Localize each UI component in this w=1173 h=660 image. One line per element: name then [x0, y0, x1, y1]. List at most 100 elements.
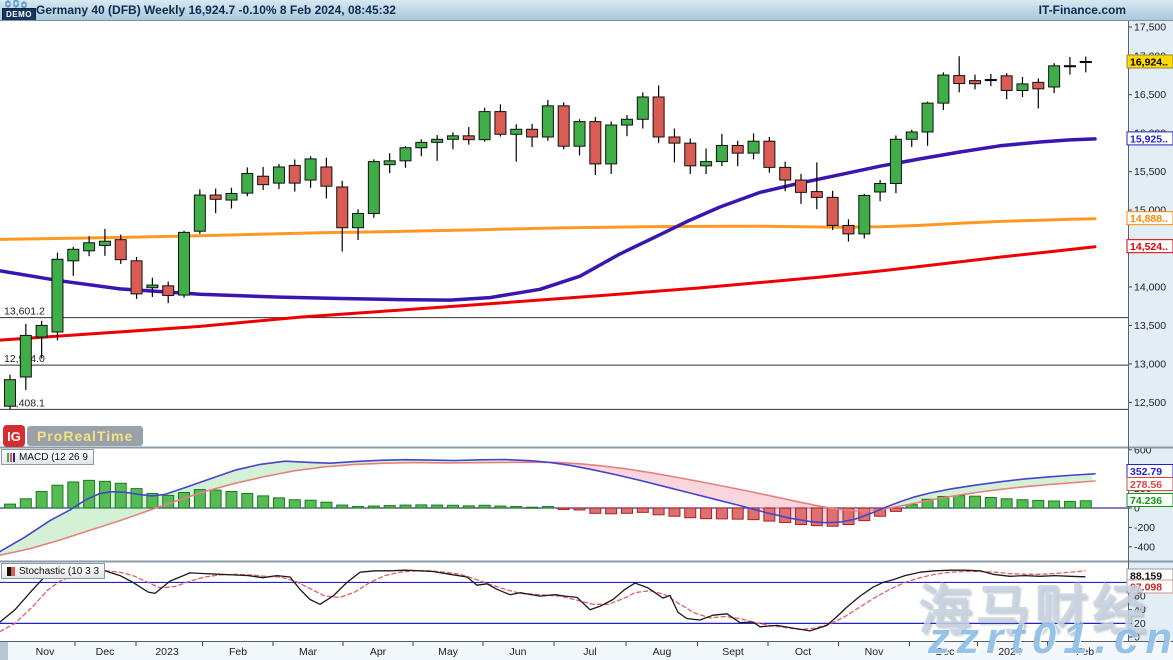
- stoch-tick-label: 0: [1134, 632, 1140, 644]
- macd-panel-button[interactable]: MACD (12 26 9: [1, 449, 94, 465]
- time-axis-strip[interactable]: [0, 641, 1173, 660]
- macd-histogram-bar: [1032, 499, 1045, 509]
- macd-fill: [234, 469, 240, 484]
- macd-histogram-bar: [130, 488, 143, 509]
- time-axis-label: 2024: [998, 646, 1022, 658]
- macd-histogram-bar: [889, 507, 902, 512]
- macd-histogram-bar: [304, 499, 317, 509]
- macd-fill: [696, 480, 702, 496]
- sma100-value-box-bg: [1126, 211, 1173, 226]
- time-axis-label: 2023: [155, 646, 179, 658]
- macd-histogram-bar: [462, 505, 475, 509]
- macd-histogram-bar: [700, 507, 713, 520]
- macd-fill: [1080, 474, 1086, 483]
- candle-body: [19, 334, 32, 378]
- price-tick-label: 17,500: [1134, 22, 1166, 34]
- stoch-tick-label: 40: [1134, 604, 1146, 616]
- macd-fill: [1026, 478, 1032, 487]
- candle-body: [415, 141, 428, 149]
- macd-fill: [282, 461, 288, 474]
- macd-fill: [222, 472, 228, 487]
- stochastic-panel-label: Stochastic (10 3 3: [19, 565, 100, 577]
- candle-body: [684, 142, 697, 167]
- macd-fill: [978, 484, 984, 493]
- macd-histogram-bar: [747, 507, 760, 521]
- macd-fill: [258, 463, 264, 479]
- macd-histogram-bar: [225, 491, 238, 509]
- candle-body: [383, 160, 396, 166]
- macd-histogram-bar: [652, 507, 665, 516]
- macd-fill: [642, 471, 648, 483]
- macd-fill: [288, 461, 294, 472]
- macd-fill: [48, 518, 54, 544]
- macd-fill: [240, 467, 246, 483]
- candle-body: [652, 96, 665, 138]
- sma100-value-box: 14,888..: [1130, 213, 1168, 225]
- macd-fill: [660, 474, 666, 487]
- watermark-url: zzrt01.cn: [928, 614, 1173, 660]
- candle-body: [478, 111, 491, 141]
- candle-body: [874, 183, 887, 193]
- candle-body: [209, 194, 222, 200]
- macd-fill: [42, 521, 48, 546]
- macd-histogram-bar: [4, 503, 16, 509]
- macd-fill: [636, 470, 642, 481]
- macd-histogram-bar: [288, 499, 301, 509]
- stoch-value-box: 97.098: [1130, 582, 1162, 594]
- itfinance-brand: IT-Finance.com: [1038, 3, 1126, 17]
- macd-histogram-bar: [953, 495, 966, 509]
- macd-histogram-bar: [668, 507, 681, 517]
- candle-body: [526, 128, 539, 138]
- candle-body: [557, 105, 570, 147]
- macd-histogram-bar: [51, 484, 64, 509]
- macd-histogram-bar: [795, 507, 807, 525]
- stoch-tick-label: 20: [1134, 618, 1146, 630]
- candle-body: [700, 161, 713, 167]
- macd-fill: [1068, 475, 1074, 484]
- macd-fill: [228, 470, 234, 486]
- candle-body: [1048, 65, 1061, 88]
- macd-fill: [30, 529, 36, 549]
- macd-fill: [720, 485, 726, 502]
- time-axis-label: Oct: [795, 646, 811, 658]
- sma50-value-box: 15,925..: [1130, 133, 1168, 145]
- macd-fill: [984, 483, 990, 492]
- macd-fill: [1032, 477, 1038, 486]
- macd-histogram-bar: [257, 495, 270, 509]
- macd-histogram-bar: [114, 482, 127, 509]
- macd-histogram-bar: [431, 504, 444, 509]
- candle-body: [67, 248, 80, 262]
- macd-histogram-bar: [541, 506, 554, 509]
- time-axis-label: Feb: [1076, 646, 1094, 658]
- macd-histogram-bar: [415, 504, 428, 509]
- macd-fill: [612, 467, 618, 476]
- macd-histogram-bar: [272, 497, 285, 509]
- macd-fill: [1008, 480, 1014, 489]
- sma50-value-box-bg: [1126, 131, 1173, 146]
- time-axis-label: Nov: [36, 646, 55, 658]
- last-price-box-bg: [1126, 54, 1173, 69]
- time-axis-label: Sept: [722, 646, 744, 658]
- macd-fill: [756, 492, 762, 512]
- macd-histogram-bar: [779, 507, 792, 524]
- sma100-line: [0, 217, 1097, 241]
- candle-body: [446, 135, 459, 140]
- macd-value-box-bg: [1126, 493, 1173, 507]
- time-axis-label: Jul: [583, 646, 596, 658]
- stochastic-panel-button[interactable]: Stochastic (10 3 3: [1, 563, 106, 579]
- macd-signal-line: [0, 461, 1096, 556]
- candle-body: [178, 231, 191, 296]
- time-axis-label: Nov: [865, 646, 884, 658]
- candle-body: [193, 194, 206, 232]
- macd-histogram-bar: [810, 507, 823, 527]
- macd-histogram-bar: [367, 505, 380, 509]
- price-level-label-bg: [2, 397, 52, 409]
- candle-body: [130, 260, 143, 295]
- candle-body: [336, 186, 349, 229]
- price-axis-gutter[interactable]: [1128, 20, 1173, 641]
- macd-fill: [624, 468, 630, 478]
- macd-fill: [264, 463, 270, 477]
- macd-fill: [24, 533, 30, 550]
- candle-body: [589, 121, 602, 165]
